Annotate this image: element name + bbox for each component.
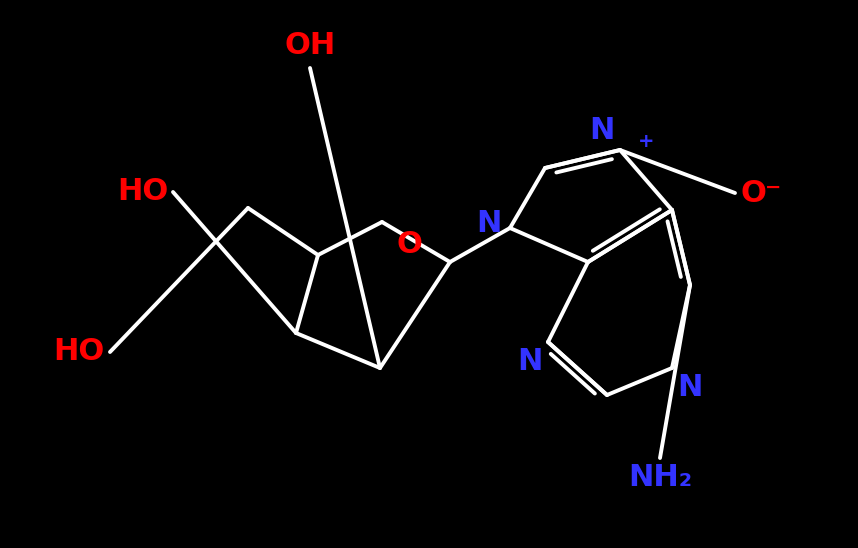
Text: O: O xyxy=(740,179,766,208)
Text: O: O xyxy=(397,230,423,259)
Text: NH₂: NH₂ xyxy=(628,463,692,492)
Text: N: N xyxy=(477,208,502,237)
Text: N: N xyxy=(677,373,703,402)
Text: −: − xyxy=(765,178,782,197)
Text: +: + xyxy=(638,132,655,151)
Text: HO: HO xyxy=(117,178,168,207)
Text: N: N xyxy=(589,116,615,145)
Text: N: N xyxy=(517,347,543,376)
Text: HO: HO xyxy=(54,338,105,367)
Text: OH: OH xyxy=(284,31,335,60)
